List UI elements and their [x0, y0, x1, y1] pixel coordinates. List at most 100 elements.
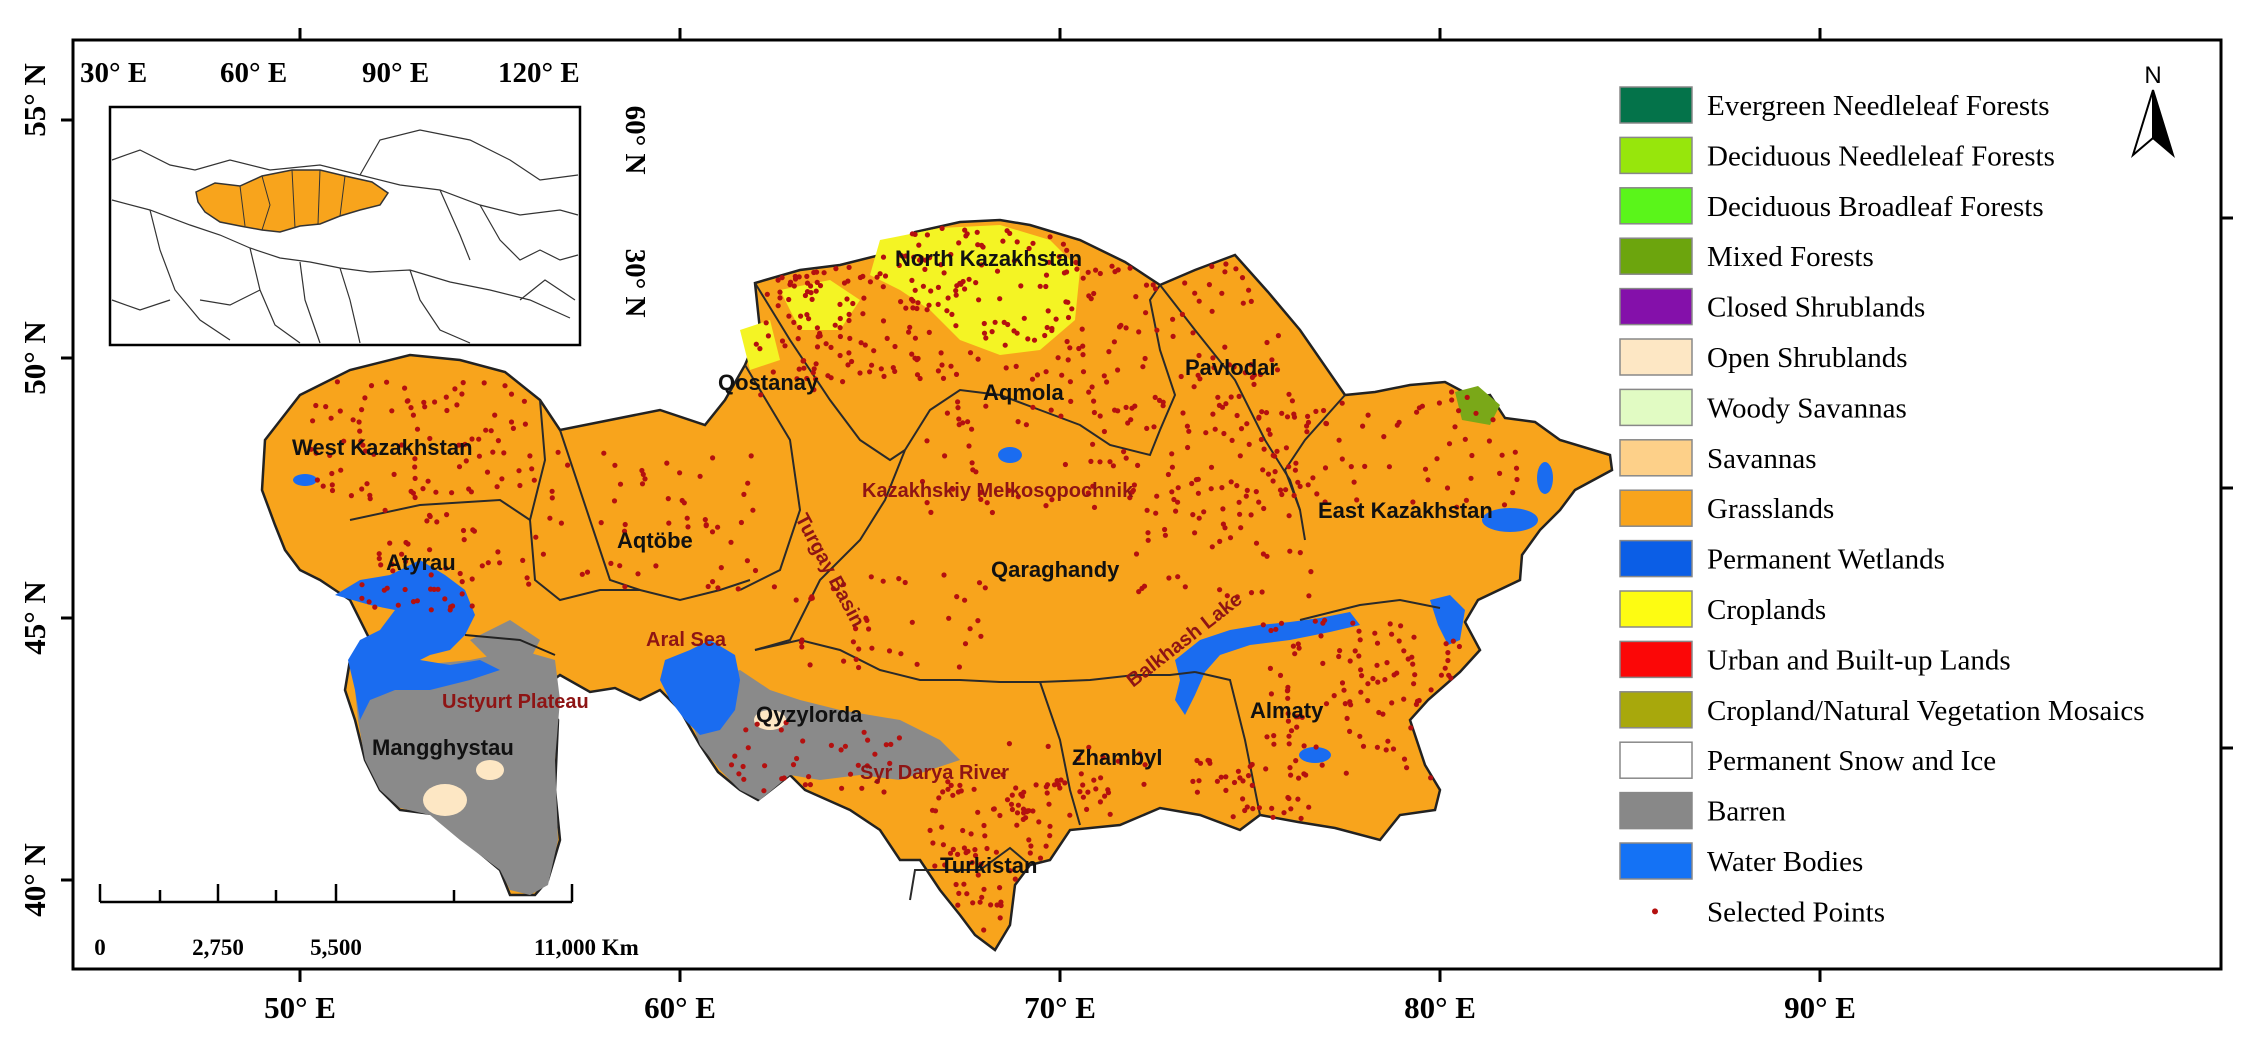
selected-point [1323, 420, 1329, 426]
selected-point [804, 289, 811, 295]
selected-point [382, 507, 388, 513]
region-label: Aqmola [983, 380, 1064, 405]
selected-point [1055, 355, 1061, 361]
selected-point [841, 581, 847, 588]
legend-item: Croplands [1619, 590, 1826, 628]
selected-point [1288, 806, 1294, 812]
selected-point [1101, 373, 1107, 379]
selected-point [935, 368, 942, 374]
selected-point [1398, 623, 1404, 629]
selected-point [778, 727, 784, 733]
lon-axis-labels: 50° E 60° E 70° E 80° E 90° E [264, 990, 1856, 1025]
selected-point [1142, 355, 1148, 362]
selected-point [928, 509, 934, 515]
selected-point [753, 341, 759, 347]
selected-point [953, 881, 959, 888]
selected-point [898, 651, 904, 657]
selected-point [1024, 808, 1030, 814]
selected-point [611, 498, 618, 504]
selected-point [1454, 504, 1460, 510]
legend-label: Grasslands [1707, 493, 1834, 525]
selected-point [1115, 758, 1121, 764]
selected-point [955, 399, 961, 405]
selected-point [1271, 733, 1277, 739]
selected-point [938, 262, 944, 268]
selected-point [1445, 650, 1451, 656]
selected-point [1277, 672, 1284, 679]
selected-point [1286, 464, 1292, 470]
legend-item: Cropland/Natural Vegetation Mosaics [1619, 691, 2145, 729]
selected-point [1234, 594, 1240, 600]
inset-lon-labels: 30° E 60° E 90° E 120° E [80, 57, 580, 89]
selected-point [1322, 617, 1328, 623]
selected-point [1127, 265, 1133, 271]
selected-point [763, 320, 769, 326]
selected-point [775, 277, 781, 283]
selected-point [579, 571, 585, 577]
selected-point [1248, 512, 1254, 518]
selected-point [950, 792, 956, 798]
selected-point [362, 395, 368, 401]
selected-point [1270, 478, 1276, 484]
selected-point [1006, 741, 1013, 747]
selected-point [1339, 680, 1346, 686]
scale-label: 5,500 [310, 935, 362, 960]
selected-point [710, 455, 716, 461]
selected-point [1093, 267, 1099, 273]
selected-point [1228, 394, 1234, 400]
selected-point [916, 242, 922, 248]
selected-point [924, 500, 930, 506]
selected-point [1143, 282, 1150, 288]
selected-point [705, 583, 711, 590]
selected-point [497, 560, 503, 566]
selected-point [961, 881, 967, 887]
inset-lon-label: 30° E [80, 57, 147, 89]
selected-point [926, 329, 932, 335]
selected-point [1268, 691, 1274, 697]
selected-point [810, 370, 816, 376]
selected-point [549, 488, 555, 494]
selected-point [1065, 314, 1072, 321]
selected-point [770, 369, 776, 375]
selected-point [1416, 405, 1422, 411]
selected-point [399, 442, 405, 448]
selected-point [1008, 801, 1015, 807]
selected-point [909, 619, 915, 625]
selected-point [1428, 687, 1434, 693]
selected-point [1043, 843, 1049, 849]
selected-point [906, 329, 912, 335]
selected-point [1208, 486, 1214, 492]
lon-label: 80° E [1404, 990, 1476, 1025]
selected-point [718, 565, 724, 571]
selected-point [912, 287, 918, 293]
selected-point [469, 576, 475, 582]
selected-point [529, 466, 535, 472]
selected-point [1449, 397, 1455, 403]
selected-point [954, 594, 960, 600]
selected-point [1263, 766, 1269, 772]
selected-point [939, 362, 945, 368]
selected-point [868, 574, 874, 580]
selected-point [1286, 513, 1292, 519]
selected-point [454, 402, 460, 408]
legend-swatch [1619, 237, 1693, 275]
selected-point [1190, 330, 1196, 336]
selected-point [1376, 709, 1382, 716]
selected-point [1206, 282, 1212, 288]
selected-point [1170, 333, 1176, 339]
selected-point [1128, 417, 1134, 423]
selected-point [1235, 768, 1241, 774]
region-label: North Kazakhstan [895, 246, 1082, 271]
selected-point [1209, 263, 1215, 269]
selected-point [745, 480, 751, 486]
selected-point [800, 358, 806, 364]
selected-points-layer [308, 225, 1520, 933]
selected-point [846, 317, 852, 324]
selected-point [939, 824, 945, 830]
selected-point [1292, 467, 1298, 473]
selected-point [1304, 429, 1310, 435]
selected-point [608, 560, 614, 567]
selected-point [798, 313, 804, 319]
selected-point [1019, 793, 1025, 799]
